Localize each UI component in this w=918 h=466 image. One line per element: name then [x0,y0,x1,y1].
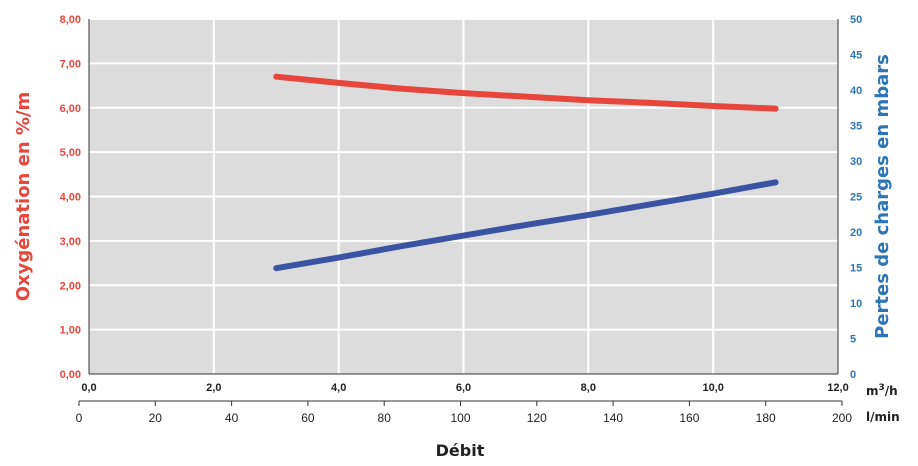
y-right-tick: 45 [850,50,862,62]
y-right-tick: 30 [850,156,862,168]
y-left-tick: 7,00 [60,58,81,70]
y-right-tick: 10 [850,298,862,310]
x-secondary-tick: 40 [225,411,239,425]
x-primary-tick: 4,0 [331,382,346,394]
y-right-tick: 15 [850,263,862,275]
y-right-tick: 20 [850,227,862,239]
y-right-tick: 0 [850,369,856,381]
series-lines [273,73,779,272]
tick-labels: 0,001,002,003,004,005,006,007,008,000,0 2… [60,14,863,425]
x-secondary-tick: 20 [149,411,163,425]
x-secondary-tick: 200 [832,411,852,425]
x-axis-label: Débit [436,441,485,460]
y-left-tick: 5,00 [60,147,81,159]
x-secondary-tick: 100 [450,411,470,425]
x-primary-tick: 10,0 [702,382,723,394]
y-right-tick: 40 [850,85,862,97]
x-primary-tick: 0,0 [81,382,96,394]
x-secondary-tick: 80 [378,411,392,425]
unit-superscript: 3 [879,383,885,393]
series-line-pertes [273,179,779,272]
y-left-tick: 2,00 [60,280,81,292]
y-left-tick: 8,00 [60,14,81,26]
x-primary-tick: 12,0 [827,382,848,394]
series-line-oxygenation [273,73,779,112]
y-right-tick: 35 [850,121,862,133]
y-right-tick: 5 [850,334,856,346]
y-left-tick: 6,00 [60,103,81,115]
x-primary-tick: 6,0 [456,382,471,394]
y-left-tick: 1,00 [60,325,81,337]
x-primary-tick: 2,0 [206,382,221,394]
y-left-tick: 0,00 [60,369,81,381]
x-primary-unit: m3/h [866,383,898,398]
x-secondary-tick: 0 [76,411,83,425]
y-left-tick: 4,00 [60,192,81,204]
y-right-tick: 25 [850,192,862,204]
y-left-tick: 3,00 [60,236,81,248]
unit-rest: /h [885,384,898,398]
x-primary-tick: 8,0 [581,382,596,394]
y-left-axis-label: Oxygénation en %/m [13,92,34,302]
x-secondary-unit: l/min [866,410,900,424]
y-right-tick: 50 [850,14,862,26]
gridlines [89,18,838,374]
axes [78,19,843,406]
x-secondary-tick: 140 [603,411,623,425]
x-secondary-tick: 160 [679,411,699,425]
x-secondary-tick: 180 [756,411,776,425]
y-right-axis-label: Pertes de charges en mbars [872,54,893,339]
x-secondary-tick: 120 [527,411,547,425]
x-secondary-tick: 60 [301,411,315,425]
unit-base: m [866,384,879,398]
